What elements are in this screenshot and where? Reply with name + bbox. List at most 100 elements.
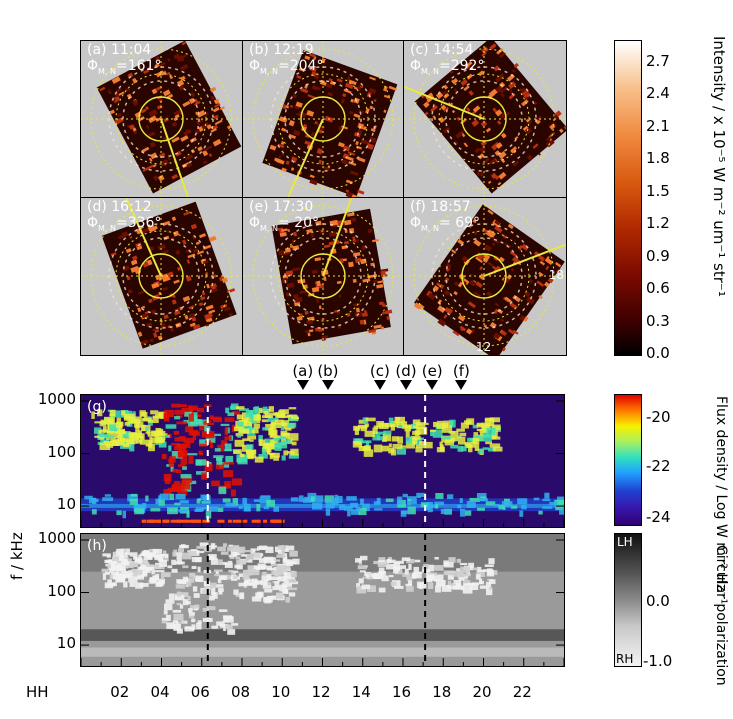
emission-patch [485,441,493,445]
emission-patch [112,439,119,446]
emission-patch [94,435,104,438]
polarization-patch [359,570,366,573]
emission-patch [234,439,245,447]
emission-patch [121,410,126,416]
emission-patch [224,462,235,465]
x-axis-label: HH [26,683,49,701]
emission-patch [104,416,115,425]
emission-patch [312,502,323,510]
polarization-patch [135,575,145,580]
emission-patch [282,440,291,444]
polarization-patch [485,588,493,596]
polarization-patch [149,577,155,583]
polarization-patch [152,548,163,554]
polarization-patch [288,592,296,597]
emission-patch [142,418,152,422]
panel-phi-label: ΦM, N= 20° [249,215,320,233]
emission-patch [156,440,165,443]
emission-patch [288,433,299,441]
emission-patch [222,498,231,503]
polar-projection-image [81,198,243,355]
polarization-patch [288,586,292,590]
emission-patch [261,419,269,423]
emission-patch [189,407,194,416]
polarization-patch [104,582,114,589]
emission-patch [533,497,540,501]
emission-patch [273,506,279,512]
emission-patch [263,410,269,415]
polarization-patch [218,575,227,581]
panel-time-label: (e) 17:30 [249,199,314,215]
polarization-patch [456,568,461,573]
emission-patch [416,492,426,497]
emission-patch [231,478,243,486]
emission-patch [201,431,213,438]
emission-patch [431,505,438,508]
polarization-patch [107,579,112,583]
polarization-patch [387,559,396,564]
polarization-patch [461,585,465,591]
emission-patch [398,425,403,428]
polarization-patch [463,583,471,587]
polarization-patch [195,575,204,583]
emission-patch [406,496,417,504]
polarization-patch [175,621,180,626]
polarization-patch [191,624,196,630]
auroral-image-panel: (d) 16:12 ΦM, N=336° [80,197,244,356]
emission-patch [243,428,250,434]
polarization-patch [285,545,295,551]
emission-patch [385,498,394,503]
emission-patch [236,414,244,420]
polarization-patch [182,565,189,569]
emission-patch [442,436,452,440]
emission-patch [491,436,501,440]
hour-tick-label: 08 [231,683,251,701]
polarization-patch [248,582,256,586]
polarization-patch [283,572,288,578]
polarization-patch [253,565,264,570]
polarization-patch [132,556,138,560]
polarization-patch [378,587,386,593]
polarization-patch [232,545,240,552]
polarization-patch [199,542,209,547]
emission-patch [310,496,315,502]
emission-patch [472,424,478,429]
emission-patch [258,453,268,459]
emission-patch [291,441,297,446]
emission-patch [286,438,291,442]
emission-patch [432,429,443,438]
emission-patch [457,504,462,509]
emission-patch [324,495,335,503]
polarization-patch [277,545,288,550]
pol-cb-tick: 0.0 [646,592,670,610]
direction-line [404,85,485,120]
emission-patch [405,436,413,445]
polarization-patch [106,555,111,558]
emission-patch [360,426,367,432]
polarization-patch [222,543,228,547]
emission-patch [267,446,271,454]
emission-patch [100,439,110,443]
emission-patch [174,409,185,415]
emission-patch [188,413,195,422]
emission-patch [273,413,279,416]
emission-patch [195,471,207,475]
emission-patch [542,498,551,502]
polarization-patch [178,548,184,553]
emission-patch [164,409,174,418]
emission-patch [139,439,150,445]
polarization-patch [239,592,245,600]
emission-patch [415,444,427,448]
emission-patch [270,421,275,429]
emission-patch [185,426,194,433]
emission-patch [347,509,351,517]
polarization-patch [144,567,151,573]
image-time-marker: (a) [292,362,314,390]
polarization-patch [211,625,218,629]
emission-patch [413,423,423,426]
emission-patch [266,499,276,507]
emission-patch [277,441,288,449]
panel-phi-label: ΦM, N=204° [249,58,324,76]
emission-patch [190,419,201,425]
image-time-marker: (d) [395,362,417,390]
